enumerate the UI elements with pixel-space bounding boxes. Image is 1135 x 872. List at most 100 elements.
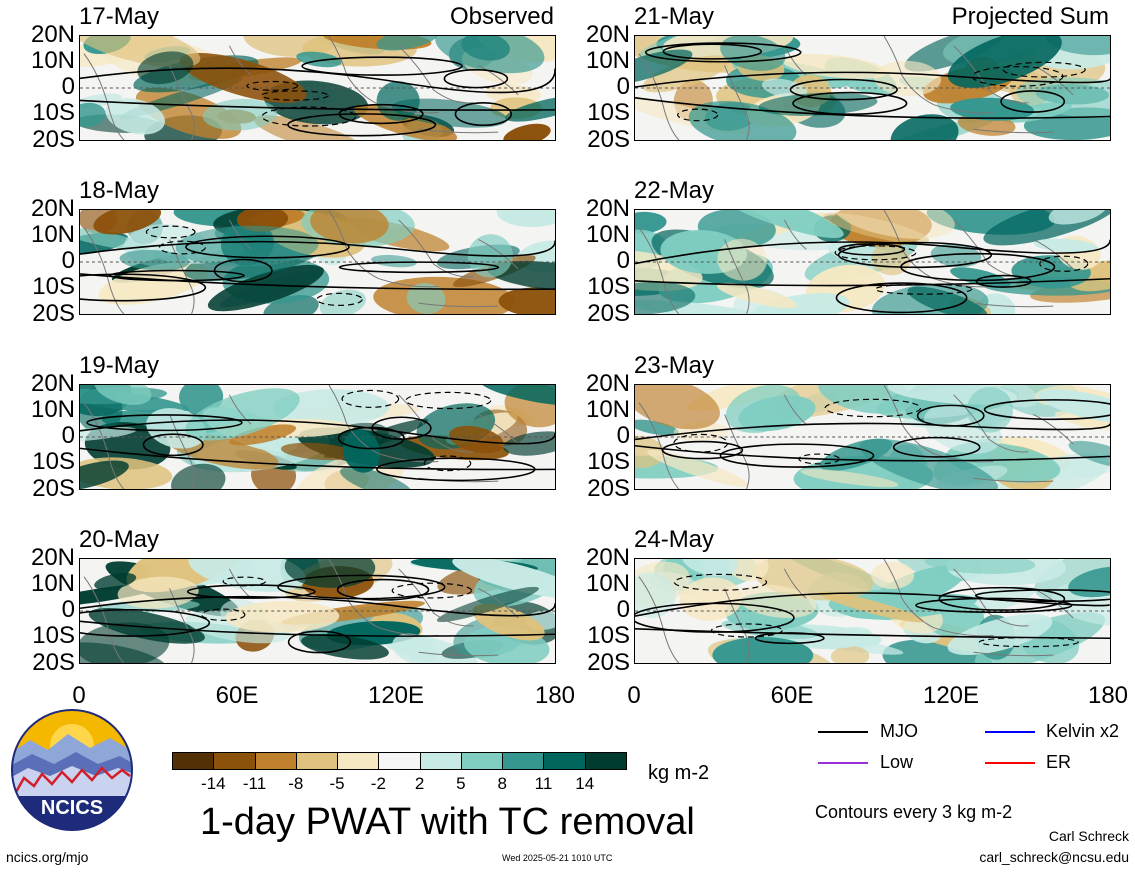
y-tick-p3-4: 20S: [32, 475, 75, 502]
colorbar-swatch-8: [502, 752, 545, 770]
colorbar-swatch-1: [213, 752, 256, 770]
map-panel-p4: [79, 558, 556, 664]
x-tick-60e-left: 60E: [215, 682, 259, 709]
colorbar-label-7: 8: [497, 774, 507, 793]
map-panel-p1: [79, 35, 556, 141]
panel-label-p5: Projected Sum: [951, 3, 1109, 30]
y-tick-p6-4: 20S: [587, 300, 630, 327]
y-tick-p7-0: 20N: [585, 370, 630, 397]
colorbar-label-0: -14: [200, 774, 226, 793]
colorbar-label-8: 11: [534, 774, 553, 793]
y-tick-p4-1: 10N: [30, 570, 75, 597]
x-tick-60e-right: 60E: [770, 682, 814, 709]
y-tick-p4-3: 10S: [32, 622, 75, 649]
colorbar-unit: kg m-2: [648, 762, 710, 784]
y-tick-p7-3: 10S: [587, 448, 630, 475]
y-tick-p5-2: 0: [616, 73, 630, 100]
x-tick-0-left: 0: [72, 682, 86, 709]
y-tick-p8-4: 20S: [587, 649, 630, 676]
legend-line-mjo: [818, 731, 868, 733]
x-tick-120e-left: 120E: [367, 682, 425, 709]
y-tick-p1-1: 10N: [30, 47, 75, 74]
legend-line-kelvin: [985, 731, 1035, 733]
y-tick-p2-0: 20N: [30, 195, 75, 222]
legend-line-er: [985, 762, 1035, 764]
map-panel-p5: [634, 35, 1111, 141]
y-tick-p5-1: 10N: [585, 47, 630, 74]
y-tick-p7-1: 10N: [585, 396, 630, 423]
colorbar: [172, 752, 627, 772]
y-tick-p3-3: 10S: [32, 448, 75, 475]
y-tick-p3-1: 10N: [30, 396, 75, 423]
y-tick-p7-2: 0: [616, 422, 630, 449]
y-tick-p2-2: 0: [61, 247, 75, 274]
panel-date-p7: 23-May: [634, 352, 715, 379]
map-panel-p2: [79, 209, 556, 315]
panel-date-p6: 22-May: [634, 177, 715, 204]
x-tick-180-right: 180: [1087, 682, 1129, 709]
colorbar-swatch-3: [295, 752, 339, 770]
colorbar-swatch-2: [254, 752, 297, 770]
colorbar-label-4: -2: [370, 774, 386, 793]
x-tick-120e-right: 120E: [922, 682, 980, 709]
y-tick-p7-4: 20S: [587, 475, 630, 502]
source-url: ncics.org/mjo: [6, 849, 89, 865]
y-tick-p1-4: 20S: [32, 126, 75, 153]
y-tick-p1-3: 10S: [32, 99, 75, 126]
y-tick-p6-0: 20N: [585, 195, 630, 222]
y-tick-p5-4: 20S: [587, 126, 630, 153]
y-tick-p5-3: 10S: [587, 99, 630, 126]
legend-label-er: ER: [1046, 752, 1072, 772]
map-panel-p6: [634, 209, 1111, 315]
colorbar-swatch-5: [378, 752, 421, 770]
y-tick-p3-0: 20N: [30, 370, 75, 397]
colorbar-swatch-9: [543, 752, 586, 770]
y-tick-p1-2: 0: [61, 73, 75, 100]
y-tick-p6-1: 10N: [585, 221, 630, 248]
y-tick-p3-2: 0: [61, 422, 75, 449]
y-tick-p1-0: 20N: [30, 21, 75, 48]
y-tick-p4-0: 20N: [30, 544, 75, 571]
figure-title: 1-day PWAT with TC removal: [200, 801, 695, 843]
legend-label-kelvin: Kelvin x2: [1046, 721, 1120, 741]
colorbar-swatch-7: [460, 752, 504, 770]
legend-label-low: Low: [880, 752, 914, 772]
y-tick-p5-0: 20N: [585, 21, 630, 48]
y-tick-p2-1: 10N: [30, 221, 75, 248]
panel-label-p1: Observed: [449, 3, 554, 30]
colorbar-swatch-0: [172, 752, 215, 770]
colorbar-label-6: 5: [456, 774, 466, 793]
legend-label-mjo: MJO: [880, 721, 918, 741]
y-tick-p4-2: 0: [61, 596, 75, 623]
y-tick-p6-3: 10S: [587, 273, 630, 300]
colorbar-label-2: -8: [288, 774, 304, 793]
panel-date-p4: 20-May: [79, 526, 160, 553]
panel-date-p1: 17-May: [79, 3, 160, 30]
y-tick-p6-2: 0: [616, 247, 630, 274]
colorbar-label-9: 14: [575, 774, 595, 793]
y-tick-p8-0: 20N: [585, 544, 630, 571]
colorbar-label-5: 2: [414, 774, 425, 793]
panel-date-p3: 19-May: [79, 352, 160, 379]
map-panel-p8: [634, 558, 1111, 664]
timestamp: Wed 2025-05-21 1010 UTC: [502, 853, 613, 863]
x-tick-180-left: 180: [534, 682, 576, 709]
map-panel-p3: [79, 384, 556, 490]
map-panel-p7: [634, 384, 1111, 490]
legend-line-low: [818, 762, 868, 764]
panel-date-p5: 21-May: [634, 3, 715, 30]
y-tick-p8-2: 0: [616, 596, 630, 623]
author-name: Carl Schreck: [1048, 828, 1129, 844]
colorbar-label-3: -5: [329, 774, 345, 793]
colorbar-swatch-10: [584, 752, 627, 770]
y-tick-p8-1: 10N: [585, 570, 630, 597]
y-tick-p2-4: 20S: [32, 300, 75, 327]
panel-date-p8: 24-May: [634, 526, 715, 553]
contour-note: Contours every 3 kg m-2: [815, 802, 1013, 822]
logo-text: NCICS: [41, 797, 103, 819]
y-tick-p4-4: 20S: [32, 649, 75, 676]
x-tick-0-right: 0: [627, 682, 641, 709]
colorbar-label-1: -11: [242, 774, 267, 793]
author-email: carl_schreck@ncsu.edu: [979, 849, 1129, 865]
y-tick-p2-3: 10S: [32, 273, 75, 300]
